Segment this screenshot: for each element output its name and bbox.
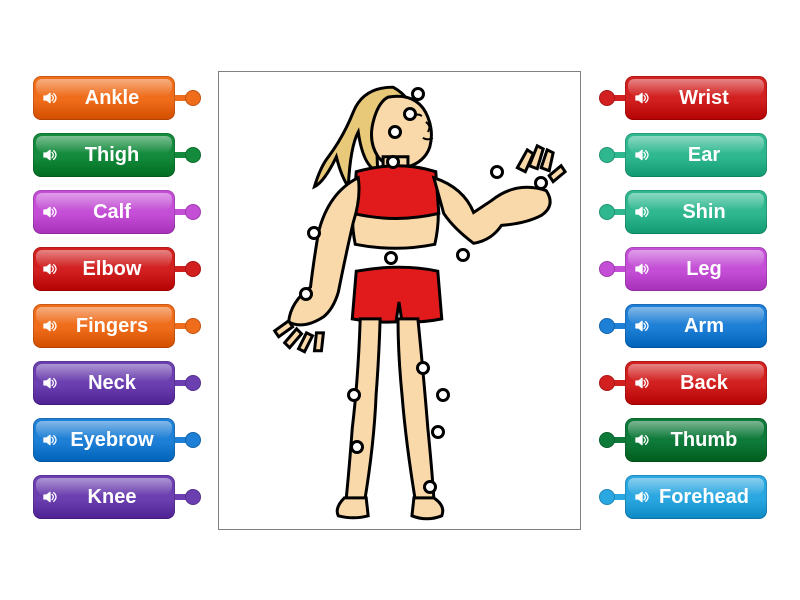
target-ear[interactable]	[388, 125, 402, 139]
label-calf[interactable]: Calf	[33, 190, 175, 234]
label-text: Elbow	[61, 258, 148, 281]
target-calf[interactable]	[347, 388, 361, 402]
target-eyebrow[interactable]	[403, 107, 417, 121]
connector-knob	[185, 204, 201, 220]
speaker-icon[interactable]	[633, 146, 651, 164]
label-thigh[interactable]: Thigh	[33, 133, 175, 177]
speaker-icon[interactable]	[633, 488, 651, 506]
speaker-icon[interactable]	[41, 203, 59, 221]
target-thigh[interactable]	[416, 361, 430, 375]
label-text: Ankle	[63, 87, 145, 110]
label-text: Calf	[71, 201, 137, 224]
foot-right	[412, 498, 443, 519]
connector-knob	[599, 90, 615, 106]
target-ankle[interactable]	[423, 480, 437, 494]
connector-knob	[185, 318, 201, 334]
speaker-icon[interactable]	[41, 431, 59, 449]
speaker-icon[interactable]	[41, 488, 59, 506]
diagram-stage: Ankle Thigh Calf Elbow Fingers Neck Eyebrow Kne…	[0, 0, 800, 600]
speaker-icon[interactable]	[633, 260, 651, 278]
label-text: Forehead	[637, 486, 755, 509]
label-text: Wrist	[657, 87, 735, 110]
target-arm[interactable]	[456, 248, 470, 262]
connector-knob	[599, 432, 615, 448]
label-elbow[interactable]: Elbow	[33, 247, 175, 291]
label-fingers[interactable]: Fingers	[33, 304, 175, 348]
label-eyebrow[interactable]: Eyebrow	[33, 418, 175, 462]
label-leg[interactable]: Leg	[625, 247, 767, 291]
label-text: Neck	[66, 372, 142, 395]
speaker-icon[interactable]	[633, 317, 651, 335]
target-leg[interactable]	[436, 388, 450, 402]
connector-knob	[599, 147, 615, 163]
connector-knob	[185, 489, 201, 505]
connector-knob	[599, 318, 615, 334]
leg-left	[346, 319, 380, 504]
connector-knob	[599, 204, 615, 220]
label-ear[interactable]: Ear	[625, 133, 767, 177]
figure-panel	[218, 71, 581, 530]
label-text: Ear	[666, 144, 726, 167]
speaker-icon[interactable]	[41, 317, 59, 335]
target-forehead[interactable]	[411, 87, 425, 101]
label-wrist[interactable]: Wrist	[625, 76, 767, 120]
label-text: Fingers	[54, 315, 154, 338]
target-wrist[interactable]	[299, 287, 313, 301]
label-neck[interactable]: Neck	[33, 361, 175, 405]
connector-knob	[185, 90, 201, 106]
label-text: Leg	[664, 258, 728, 281]
connector-knob	[599, 375, 615, 391]
body-figure	[219, 72, 580, 529]
speaker-icon[interactable]	[41, 146, 59, 164]
label-shin[interactable]: Shin	[625, 190, 767, 234]
target-neck[interactable]	[386, 155, 400, 169]
arm-left	[289, 178, 359, 325]
label-arm[interactable]: Arm	[625, 304, 767, 348]
speaker-icon[interactable]	[41, 260, 59, 278]
crop-top	[353, 166, 439, 219]
speaker-icon[interactable]	[41, 374, 59, 392]
speaker-icon[interactable]	[41, 89, 59, 107]
speaker-icon[interactable]	[633, 431, 651, 449]
shorts	[352, 267, 442, 322]
target-thumb[interactable]	[490, 165, 504, 179]
connector-knob	[185, 147, 201, 163]
arm-right	[434, 178, 550, 244]
label-text: Thigh	[63, 144, 145, 167]
label-text: Eyebrow	[48, 429, 159, 452]
speaker-icon[interactable]	[633, 89, 651, 107]
label-text: Arm	[662, 315, 730, 338]
foot-left	[337, 498, 368, 518]
connector-knob	[185, 261, 201, 277]
connector-knob	[599, 489, 615, 505]
label-text: Back	[658, 372, 734, 395]
leg-right	[398, 319, 434, 504]
target-back[interactable]	[384, 251, 398, 265]
connector-knob	[185, 432, 201, 448]
speaker-icon[interactable]	[633, 374, 651, 392]
speaker-icon[interactable]	[633, 203, 651, 221]
target-fingers[interactable]	[534, 176, 548, 190]
label-forehead[interactable]: Forehead	[625, 475, 767, 519]
connector-knob	[599, 261, 615, 277]
target-knee[interactable]	[431, 425, 445, 439]
target-elbow[interactable]	[307, 226, 321, 240]
label-text: Knee	[66, 486, 143, 509]
label-text: Thumb	[649, 429, 744, 452]
label-ankle[interactable]: Ankle	[33, 76, 175, 120]
label-knee[interactable]: Knee	[33, 475, 175, 519]
connector-knob	[185, 375, 201, 391]
label-thumb[interactable]: Thumb	[625, 418, 767, 462]
target-shin[interactable]	[350, 440, 364, 454]
label-text: Shin	[660, 201, 731, 224]
label-back[interactable]: Back	[625, 361, 767, 405]
